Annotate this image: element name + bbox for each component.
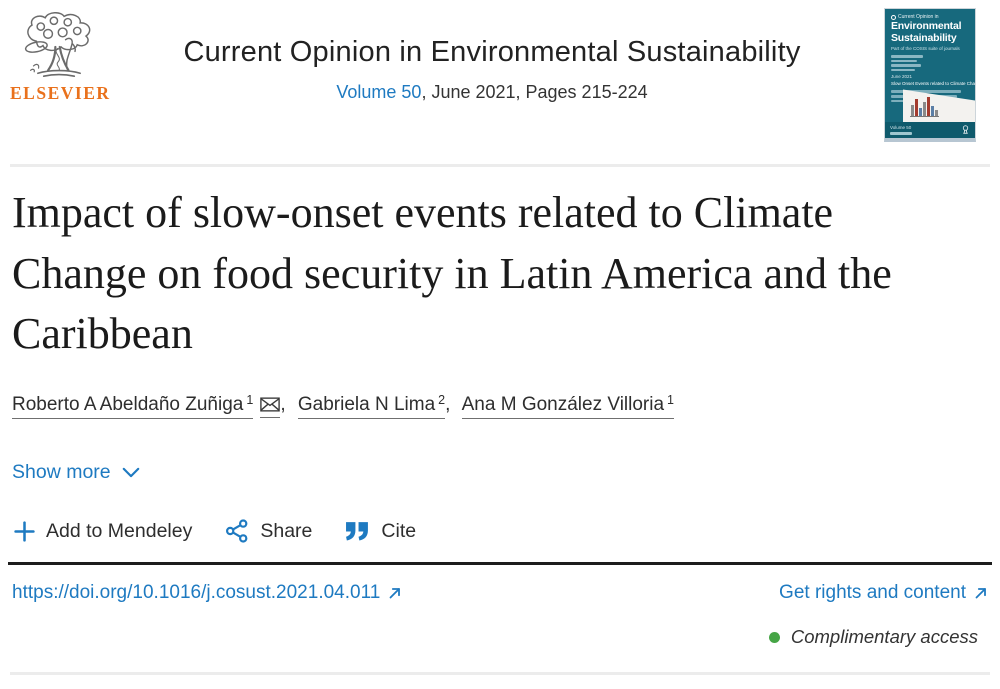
author-separator: , (280, 394, 286, 415)
cover-title-line2: Sustainability (891, 32, 957, 45)
cite-quote-icon (345, 521, 370, 541)
author-1[interactable]: Roberto A Abeldaño Zuñiga 1 (12, 393, 254, 419)
author-3[interactable]: Ana M González Villoria 1 (461, 393, 674, 419)
cover-brand-text: Current Opinion in (898, 14, 939, 20)
author-1-affiliation-sup: 1 (246, 393, 254, 407)
header-divider (10, 164, 990, 167)
volume-link[interactable]: Volume 50 (336, 82, 422, 102)
elsevier-wordmark: ELSEVIER (10, 83, 111, 103)
journal-header: Current Opinion in Environmental Sustain… (122, 36, 862, 103)
article-action-toolbar: Add to Mendeley Share Cite (14, 519, 416, 543)
cover-volume-label: Volume 50 (890, 125, 912, 135)
cover-issue-theme: Slow Onset Events related to Climate Cha… (891, 81, 976, 87)
external-link-icon (974, 586, 988, 600)
cite-button[interactable]: Cite (345, 520, 416, 543)
cover-footer: Volume 50 (885, 122, 975, 138)
access-note-text: Complimentary access (790, 626, 978, 647)
green-dot-icon (768, 631, 780, 643)
article-title: Impact of slow-onset events related to C… (12, 188, 892, 359)
author-2-affiliation-sup: 2 (438, 393, 446, 407)
journal-title-link[interactable]: Current Opinion in Environmental Sustain… (183, 36, 801, 68)
author-list: Roberto A Abeldaño Zuñiga 1, Gabriela N L… (12, 393, 674, 419)
doi-row: https://doi.org/10.1016/j.cosust.2021.04… (12, 582, 988, 604)
issue-info-line: Volume 50, June 2021, Pages 215-224 (122, 82, 862, 103)
external-link-icon (388, 586, 402, 600)
cover-bar-chart (910, 97, 939, 117)
elsevier-logo[interactable]: ELSEVIER (10, 12, 111, 104)
cover-elsevier-mark-icon (961, 121, 970, 138)
doi-text: https://doi.org/10.1016/j.cosust.2021.04… (12, 582, 381, 603)
show-more-label: Show more (12, 461, 111, 483)
cover-publisher-icon (891, 14, 896, 20)
cover-issue-date: June 2021 (891, 74, 913, 80)
corresponding-author-envelope-icon[interactable] (260, 394, 281, 418)
cover-title-line1: Environmental (891, 20, 962, 32)
add-to-mendeley-button[interactable]: Add to Mendeley (14, 520, 192, 543)
author-2[interactable]: Gabriela N Lima 2 (297, 393, 446, 419)
issue-info-text: , June 2021, Pages 215-224 (421, 82, 648, 102)
show-more-button[interactable]: Show more (12, 461, 140, 484)
share-icon (225, 519, 249, 543)
share-label: Share (260, 519, 313, 542)
get-rights-text: Get rights and content (779, 582, 966, 603)
cover-editors-placeholder (891, 54, 970, 72)
doi-section-divider (8, 562, 992, 565)
cite-label: Cite (381, 519, 417, 542)
cover-subtitle: Part of the COSIS suite of journals (891, 45, 960, 51)
cover-brand-row: Current Opinion in (891, 14, 970, 20)
plus-icon (14, 520, 35, 542)
add-to-mendeley-label: Add to Mendeley (46, 519, 193, 542)
chevron-down-icon (122, 461, 140, 484)
elsevier-tree-icon (10, 12, 108, 82)
journal-cover-thumbnail[interactable]: Current Opinion in Environmental Sustain… (884, 8, 976, 142)
access-status: Complimentary access (768, 626, 978, 648)
share-button[interactable]: Share (225, 519, 312, 543)
get-rights-link[interactable]: Get rights and content (779, 582, 988, 604)
author-3-affiliation-sup: 1 (667, 393, 674, 407)
bottom-divider (10, 672, 990, 675)
author-separator: , (445, 394, 451, 415)
doi-link[interactable]: https://doi.org/10.1016/j.cosust.2021.04… (12, 582, 402, 604)
